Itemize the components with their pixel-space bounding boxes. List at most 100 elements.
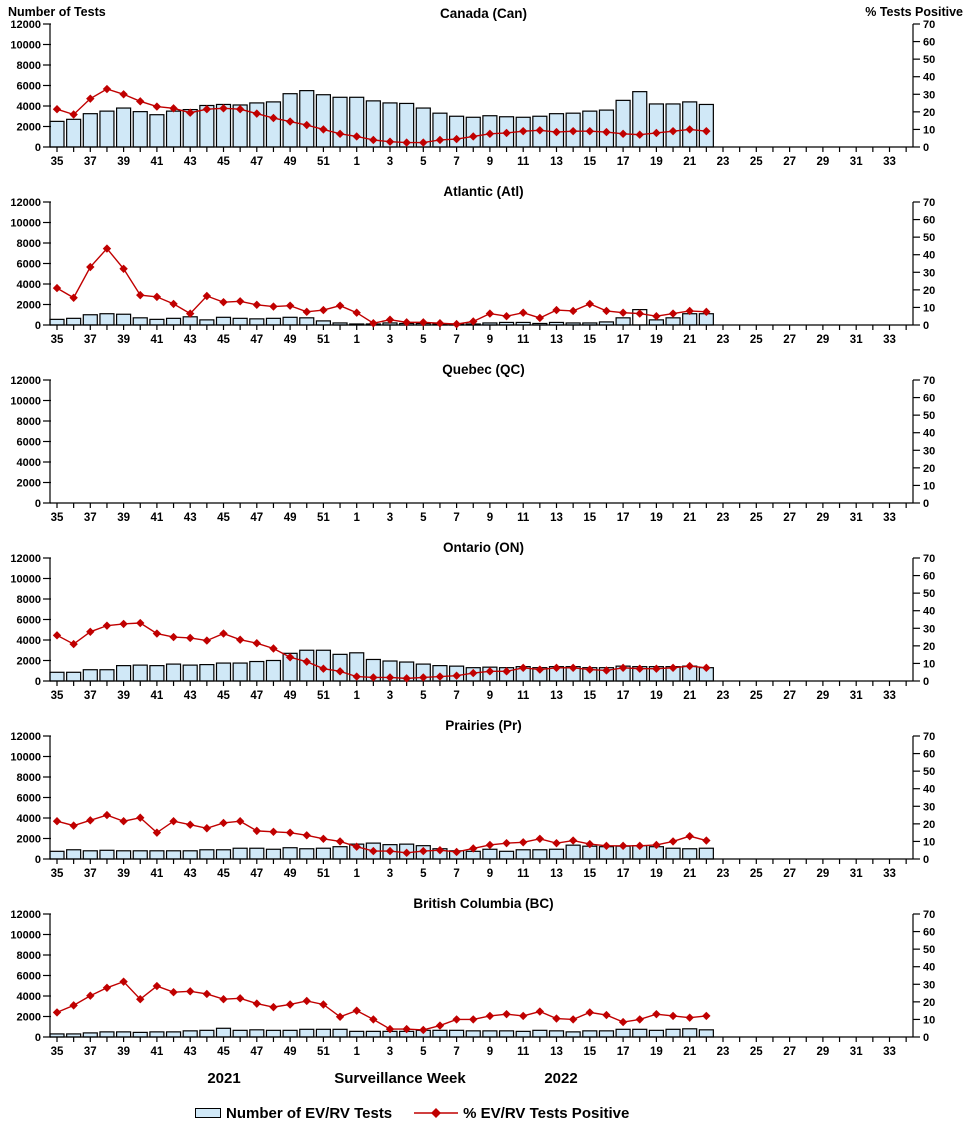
svg-text:47: 47 [250,690,263,702]
svg-text:51: 51 [317,512,330,524]
svg-text:45: 45 [217,690,230,702]
svg-text:70: 70 [923,376,935,387]
svg-text:12000: 12000 [10,910,41,921]
svg-text:10: 10 [923,836,935,848]
svg-text:11: 11 [517,512,530,524]
svg-text:6000: 6000 [17,437,41,449]
svg-text:17: 17 [617,334,630,346]
svg-text:9: 9 [487,690,493,702]
svg-text:35: 35 [51,512,64,524]
svg-text:43: 43 [184,334,197,346]
svg-text:49: 49 [284,1046,297,1058]
svg-text:11: 11 [517,868,530,880]
chart-ontario: 0 2000 4000 6000 8000 10000 12000 0 10 20 30 40 50 60… [10,554,935,702]
x-axis-title: Surveillance Week [334,1070,466,1087]
svg-text:33: 33 [883,334,896,346]
legend-label-tests: Number of EV/RV Tests [226,1104,393,1122]
svg-text:3: 3 [387,868,393,880]
svg-text:27: 27 [783,868,796,880]
svg-text:19: 19 [650,868,663,880]
svg-text:15: 15 [583,690,596,702]
svg-text:17: 17 [617,512,630,524]
svg-text:13: 13 [550,512,563,524]
svg-text:29: 29 [817,1046,830,1058]
svg-text:0: 0 [35,142,41,154]
svg-text:23: 23 [717,512,730,524]
panel-canada: Canada (Can) 0 2000 4000 6000 8000 10000 12000… [0,0,967,178]
svg-text:70: 70 [923,198,935,209]
svg-text:39: 39 [117,156,130,168]
svg-text:12000: 12000 [10,376,41,387]
svg-text:4000: 4000 [17,991,41,1003]
svg-text:25: 25 [750,512,763,524]
svg-text:51: 51 [317,156,330,168]
svg-text:33: 33 [883,1046,896,1058]
svg-text:0: 0 [35,498,41,510]
svg-text:45: 45 [217,868,230,880]
svg-text:60: 60 [923,749,935,761]
svg-text:10: 10 [923,658,935,670]
svg-text:11: 11 [517,156,530,168]
svg-text:10000: 10000 [10,574,41,586]
svg-text:45: 45 [217,156,230,168]
svg-text:12000: 12000 [10,554,41,565]
svg-text:21: 21 [683,1046,696,1058]
svg-text:27: 27 [783,334,796,346]
svg-text:30: 30 [923,267,935,279]
chart-british-columbia: 0 2000 4000 6000 8000 10000 12000 0 10 20 30 40 50 60… [10,910,935,1058]
svg-text:3: 3 [387,690,393,702]
right-axis-title: % Tests Positive [865,5,963,19]
svg-text:2000: 2000 [17,300,41,312]
panel-ontario: Ontario (ON) 0 2000 4000 6000 8000 10000 12000… [0,534,967,712]
svg-text:27: 27 [783,690,796,702]
svg-text:29: 29 [817,512,830,524]
svg-text:49: 49 [284,156,297,168]
svg-text:1: 1 [353,868,360,880]
svg-text:41: 41 [151,868,164,880]
svg-text:13: 13 [550,334,563,346]
svg-text:5: 5 [420,512,427,524]
svg-text:27: 27 [783,1046,796,1058]
svg-text:10000: 10000 [10,218,41,230]
svg-text:7: 7 [453,512,459,524]
year-label-2021: 2021 [207,1070,241,1087]
svg-text:2000: 2000 [17,122,41,134]
svg-text:13: 13 [550,868,563,880]
svg-text:50: 50 [923,54,935,66]
panel-title-quebec: Quebec (QC) [442,362,525,377]
panel-title-british-columbia: British Columbia (BC) [413,896,554,911]
svg-text:49: 49 [284,334,297,346]
svg-text:29: 29 [817,334,830,346]
svg-text:0: 0 [923,142,929,154]
svg-text:35: 35 [51,690,64,702]
svg-text:25: 25 [750,334,763,346]
svg-text:21: 21 [683,868,696,880]
svg-text:9: 9 [487,868,493,880]
svg-text:21: 21 [683,334,696,346]
svg-text:39: 39 [117,512,130,524]
svg-text:20: 20 [923,819,935,831]
svg-text:23: 23 [717,690,730,702]
svg-text:35: 35 [51,868,64,880]
svg-text:39: 39 [117,868,130,880]
svg-text:10: 10 [923,1014,935,1026]
svg-text:40: 40 [923,606,935,618]
svg-text:1: 1 [353,1046,360,1058]
svg-text:17: 17 [617,1046,630,1058]
svg-text:0: 0 [923,854,929,866]
svg-text:20: 20 [923,107,935,119]
svg-text:6000: 6000 [17,259,41,271]
svg-text:29: 29 [817,868,830,880]
x-axis-strip: 2021 Surveillance Week 2022 [0,1068,967,1096]
svg-text:43: 43 [184,1046,197,1058]
svg-text:30: 30 [923,445,935,457]
svg-text:2000: 2000 [17,1012,41,1024]
svg-text:10: 10 [923,480,935,492]
svg-text:5: 5 [420,1046,427,1058]
svg-text:7: 7 [453,156,459,168]
svg-text:50: 50 [923,944,935,956]
svg-text:15: 15 [583,868,596,880]
svg-text:0: 0 [923,320,929,332]
svg-text:8000: 8000 [17,60,41,72]
chart-canada: 0 2000 4000 6000 8000 10000 12000 0 10 20 30 40 50 60… [10,20,935,168]
